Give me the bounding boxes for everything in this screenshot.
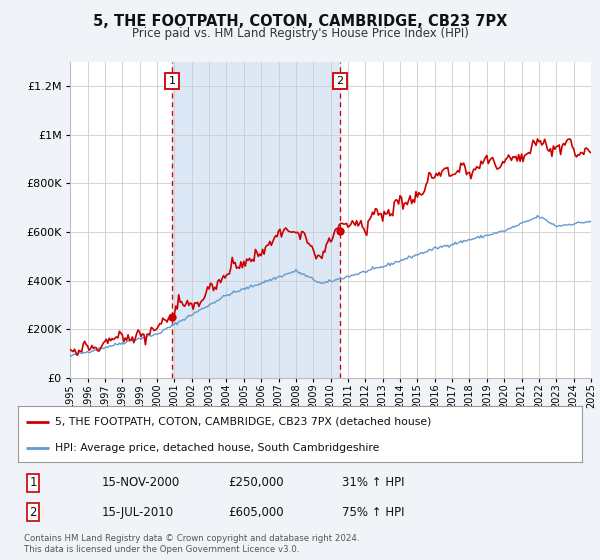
Text: 2: 2 [29,506,37,519]
Text: 15-JUL-2010: 15-JUL-2010 [102,506,174,519]
Text: 15-NOV-2000: 15-NOV-2000 [102,476,180,489]
Text: £605,000: £605,000 [228,506,284,519]
Text: 5, THE FOOTPATH, COTON, CAMBRIDGE, CB23 7PX (detached house): 5, THE FOOTPATH, COTON, CAMBRIDGE, CB23 … [55,417,431,427]
Text: 31% ↑ HPI: 31% ↑ HPI [342,476,404,489]
Bar [172,62,340,378]
Text: HPI: Average price, detached house, South Cambridgeshire: HPI: Average price, detached house, Sout… [55,443,379,453]
Text: 1: 1 [169,76,176,86]
Text: £250,000: £250,000 [228,476,284,489]
Text: 2: 2 [337,76,344,86]
Text: 75% ↑ HPI: 75% ↑ HPI [342,506,404,519]
Text: This data is licensed under the Open Government Licence v3.0.: This data is licensed under the Open Gov… [24,545,299,554]
Text: 5, THE FOOTPATH, COTON, CAMBRIDGE, CB23 7PX: 5, THE FOOTPATH, COTON, CAMBRIDGE, CB23 … [93,14,507,29]
Text: 1: 1 [29,476,37,489]
Text: Contains HM Land Registry data © Crown copyright and database right 2024.: Contains HM Land Registry data © Crown c… [24,534,359,543]
Text: Price paid vs. HM Land Registry's House Price Index (HPI): Price paid vs. HM Land Registry's House … [131,27,469,40]
